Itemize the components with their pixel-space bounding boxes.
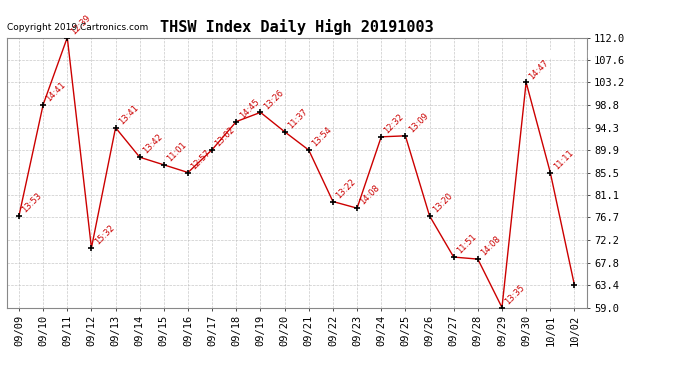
Point: [424, 213, 435, 219]
Text: 12:32: 12:32: [383, 112, 406, 135]
Point: [255, 110, 266, 116]
Point: [182, 170, 193, 176]
Text: 13:09: 13:09: [407, 111, 430, 134]
Text: 14:47: 14:47: [528, 58, 551, 81]
Text: 14:45: 14:45: [238, 97, 261, 120]
Point: [303, 147, 314, 153]
Point: [545, 170, 556, 176]
Point: [62, 34, 73, 40]
Text: 11:11: 11:11: [552, 148, 575, 171]
Text: 13:42: 13:42: [141, 133, 164, 156]
Point: [158, 162, 169, 168]
Text: 13:20: 13:20: [431, 191, 454, 214]
Point: [207, 147, 218, 153]
Point: [400, 133, 411, 139]
Point: [375, 134, 386, 140]
Text: 13:54: 13:54: [310, 126, 333, 149]
Point: [569, 282, 580, 288]
Text: THSW  (°F): THSW (°F): [540, 50, 599, 60]
Text: 11:37: 11:37: [286, 107, 309, 130]
Text: 11:01: 11:01: [166, 140, 188, 164]
Text: 14:41: 14:41: [45, 80, 68, 104]
Text: 12:39: 12:39: [69, 13, 92, 36]
Text: 12:57: 12:57: [190, 148, 213, 171]
Text: 14:08: 14:08: [480, 234, 502, 258]
Text: 15:32: 15:32: [93, 223, 116, 246]
Point: [230, 118, 241, 124]
Point: [279, 129, 290, 135]
Point: [351, 205, 363, 211]
Point: [110, 124, 121, 130]
Text: 13:02: 13:02: [214, 125, 237, 148]
Title: THSW Index Daily High 20191003: THSW Index Daily High 20191003: [160, 19, 433, 35]
Text: 13:35: 13:35: [504, 283, 526, 306]
Text: 13:22: 13:22: [335, 177, 357, 200]
Text: Copyright 2019 Cartronics.com: Copyright 2019 Cartronics.com: [7, 23, 148, 32]
Text: 13:41: 13:41: [117, 103, 140, 126]
Point: [520, 80, 531, 86]
Text: 13:53: 13:53: [21, 191, 43, 214]
Point: [328, 198, 339, 204]
Text: 13:26: 13:26: [262, 88, 285, 111]
Text: 14:08: 14:08: [359, 183, 382, 207]
Point: [134, 154, 145, 160]
Point: [497, 304, 508, 310]
Point: [14, 213, 25, 219]
Text: 11:51: 11:51: [455, 232, 478, 256]
Point: [448, 254, 460, 260]
Point: [86, 245, 97, 251]
Point: [472, 256, 483, 262]
Point: [37, 102, 48, 108]
